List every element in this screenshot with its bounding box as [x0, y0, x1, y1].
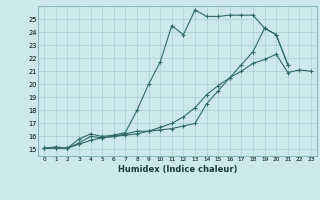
X-axis label: Humidex (Indice chaleur): Humidex (Indice chaleur)	[118, 165, 237, 174]
